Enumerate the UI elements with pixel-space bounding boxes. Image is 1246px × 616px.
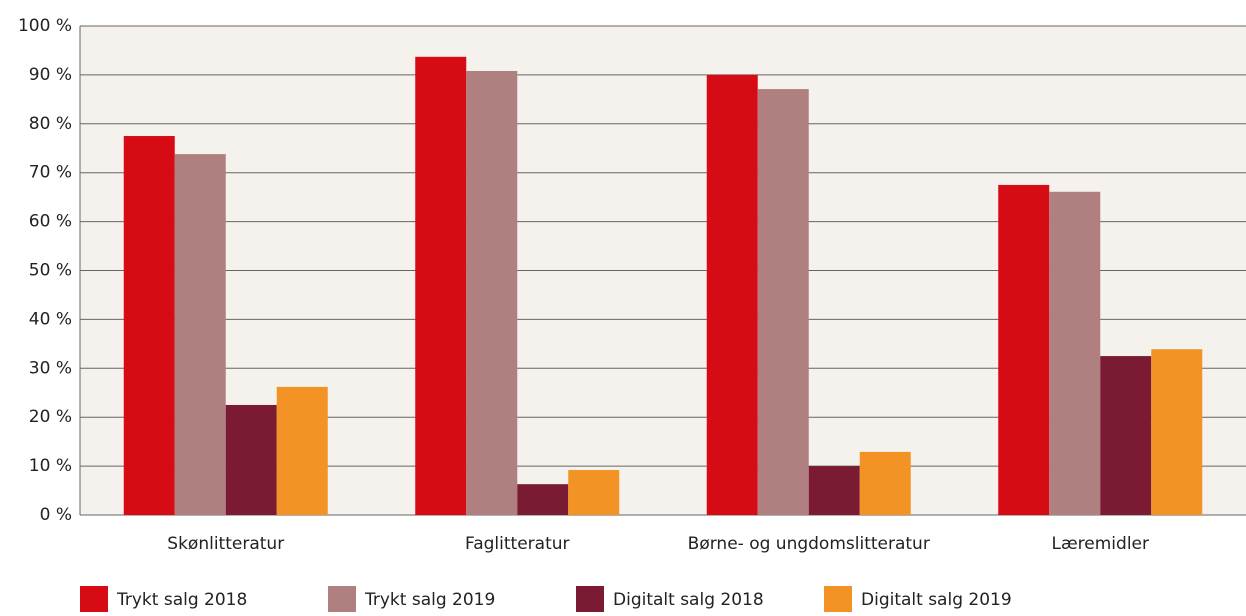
bar — [998, 184, 1050, 516]
y-tick-label: 90 % — [29, 65, 72, 85]
legend-label: Trykt salg 2018 — [116, 590, 247, 610]
y-tick-label: 100 % — [18, 16, 72, 36]
x-tick-label: Børne- og ungdomslitteratur — [688, 534, 930, 554]
x-tick-label: Skønlitteratur — [167, 534, 284, 554]
bar — [808, 466, 860, 515]
y-tick-label: 10 % — [29, 456, 72, 476]
y-tick-label: 30 % — [29, 358, 72, 378]
y-tick-label: 20 % — [29, 407, 72, 427]
bar — [1100, 356, 1152, 515]
bar — [757, 89, 809, 516]
y-tick-label: 70 % — [29, 163, 72, 183]
y-tick-label: 60 % — [29, 212, 72, 232]
x-tick-label: Læremidler — [1052, 534, 1149, 554]
legend-label: Digitalt salg 2018 — [613, 590, 764, 610]
legend-swatch — [80, 586, 108, 612]
bar — [174, 154, 226, 516]
x-tick-label: Faglitteratur — [465, 534, 570, 554]
bar — [276, 386, 328, 515]
bar — [706, 74, 758, 516]
legend-label: Trykt salg 2019 — [364, 590, 495, 610]
y-tick-label: 40 % — [29, 309, 72, 329]
legend-swatch — [328, 586, 356, 612]
bar — [859, 451, 911, 515]
bar — [466, 70, 518, 515]
bar — [1049, 191, 1101, 515]
bar — [415, 56, 467, 515]
bar — [123, 136, 175, 515]
bar — [568, 470, 620, 515]
y-tick-label: 0 % — [40, 505, 72, 525]
bar — [1151, 349, 1203, 515]
y-tick-label: 50 % — [29, 261, 72, 281]
legend-label: Digitalt salg 2019 — [861, 590, 1012, 610]
bar — [517, 484, 569, 515]
bar — [225, 404, 277, 515]
legend-swatch — [576, 586, 604, 612]
legend-swatch — [824, 586, 852, 612]
y-tick-label: 80 % — [29, 114, 72, 134]
